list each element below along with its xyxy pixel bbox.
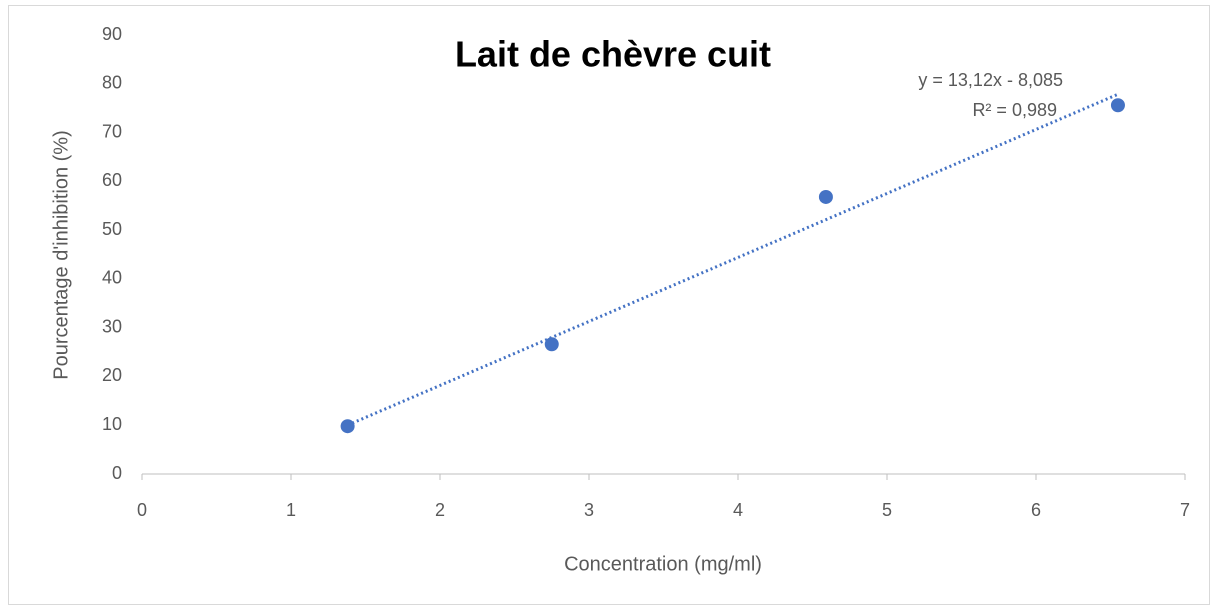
y-tick-label: 90 — [102, 24, 122, 44]
data-point — [340, 419, 355, 434]
x-tick-label: 7 — [1180, 500, 1190, 520]
y-tick-label: 20 — [102, 365, 122, 385]
data-point — [544, 337, 559, 352]
y-tick-label: 30 — [102, 316, 122, 336]
chart-border — [8, 5, 1210, 605]
x-axis-label: Concentration (mg/ml) — [564, 553, 762, 575]
y-tick-label: 0 — [112, 463, 122, 483]
trendline-r2: R² = 0,989 — [972, 100, 1057, 120]
y-axis-label: Pourcentage d'inhibition (%) — [50, 130, 72, 380]
y-tick-label: 60 — [102, 170, 122, 190]
x-tick-label: 2 — [435, 500, 445, 520]
x-tick-label: 0 — [137, 500, 147, 520]
y-tick-label: 80 — [102, 73, 122, 93]
y-tick-label: 50 — [102, 219, 122, 239]
x-tick-label: 5 — [882, 500, 892, 520]
x-tick-label: 1 — [286, 500, 296, 520]
x-tick-label: 4 — [733, 500, 743, 520]
y-tick-label: 40 — [102, 268, 122, 288]
chart-title: Lait de chèvre cuit — [455, 34, 771, 75]
y-tick-label: 70 — [102, 121, 122, 141]
y-tick-label: 10 — [102, 414, 122, 434]
x-tick-label: 3 — [584, 500, 594, 520]
data-point — [1110, 98, 1125, 113]
trendline-equation: y = 13,12x - 8,085 — [918, 70, 1063, 90]
data-point — [818, 189, 833, 204]
x-tick-label: 6 — [1031, 500, 1041, 520]
